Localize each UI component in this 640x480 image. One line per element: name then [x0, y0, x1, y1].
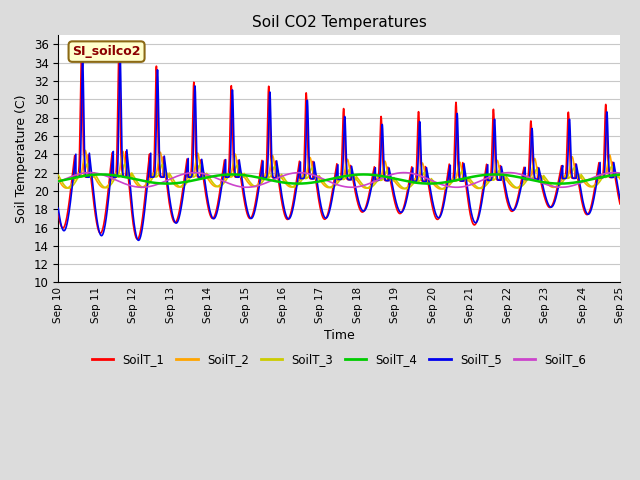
SoilT_3 [319, 177, 326, 183]
SoilT_4 [163, 181, 171, 187]
SoilT_6 [616, 170, 623, 176]
SoilT_2 [437, 186, 445, 192]
SoilT_4 [616, 172, 623, 178]
SoilT_6 [497, 170, 505, 176]
SoilT_5 [134, 238, 142, 243]
SoilT_6 [557, 184, 565, 190]
SoilT_2 [465, 178, 473, 184]
SoilT_3 [616, 172, 623, 178]
SoilT_1 [319, 214, 326, 219]
SoilT_1 [616, 201, 624, 207]
SoilT_5 [156, 155, 163, 160]
SoilT_4 [435, 180, 442, 186]
Line: SoilT_1: SoilT_1 [58, 53, 620, 239]
Y-axis label: Soil Temperature (C): Soil Temperature (C) [15, 95, 28, 223]
SoilT_5 [616, 193, 623, 199]
Title: Soil CO2 Temperatures: Soil CO2 Temperatures [252, 15, 427, 30]
SoilT_2 [54, 176, 62, 182]
Line: SoilT_3: SoilT_3 [58, 164, 620, 189]
SoilT_4 [156, 180, 163, 186]
SoilT_4 [228, 171, 236, 177]
SoilT_5 [54, 205, 62, 211]
SoilT_6 [54, 179, 62, 185]
SoilT_5 [435, 215, 442, 221]
SoilT_6 [319, 176, 326, 181]
SoilT_1 [616, 199, 623, 204]
SoilT_2 [319, 180, 326, 186]
SoilT_3 [156, 170, 163, 176]
SoilT_3 [84, 161, 92, 167]
SoilT_6 [616, 170, 624, 176]
SoilT_4 [319, 178, 326, 184]
X-axis label: Time: Time [324, 329, 355, 342]
SoilT_5 [319, 209, 326, 215]
SoilT_1 [156, 172, 163, 178]
SoilT_2 [616, 176, 624, 182]
SoilT_6 [465, 182, 473, 188]
SoilT_4 [616, 172, 624, 178]
SoilT_4 [54, 179, 62, 184]
SoilT_5 [116, 51, 124, 57]
SoilT_1 [54, 211, 62, 217]
SoilT_3 [497, 170, 505, 176]
SoilT_3 [465, 175, 473, 181]
SoilT_1 [465, 206, 473, 212]
SoilT_5 [497, 177, 505, 183]
SoilT_1 [435, 216, 442, 222]
Line: SoilT_5: SoilT_5 [58, 54, 620, 240]
SoilT_3 [616, 173, 624, 179]
SoilT_4 [497, 172, 505, 178]
SoilT_2 [497, 175, 505, 180]
SoilT_6 [434, 180, 442, 186]
Legend: SoilT_1, SoilT_2, SoilT_3, SoilT_4, SoilT_5, SoilT_6: SoilT_1, SoilT_2, SoilT_3, SoilT_4, Soil… [87, 348, 591, 371]
SoilT_3 [54, 172, 62, 178]
SoilT_4 [465, 175, 473, 180]
Line: SoilT_6: SoilT_6 [58, 173, 620, 187]
SoilT_6 [86, 170, 93, 176]
SoilT_2 [434, 185, 442, 191]
SoilT_5 [465, 198, 473, 204]
SoilT_6 [156, 181, 163, 187]
Line: SoilT_2: SoilT_2 [58, 150, 620, 189]
SoilT_2 [156, 151, 163, 157]
SoilT_1 [497, 168, 505, 173]
SoilT_5 [616, 196, 624, 202]
SoilT_2 [616, 175, 623, 181]
Line: SoilT_4: SoilT_4 [58, 174, 620, 184]
SoilT_3 [439, 186, 447, 192]
SoilT_1 [134, 236, 141, 242]
Text: SI_soilco2: SI_soilco2 [72, 45, 141, 58]
SoilT_2 [81, 147, 89, 153]
SoilT_3 [434, 183, 442, 189]
SoilT_1 [115, 50, 123, 56]
